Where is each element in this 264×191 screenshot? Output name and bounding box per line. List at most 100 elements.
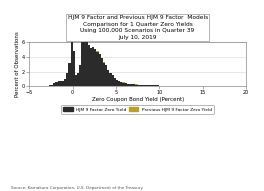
Bar <box>62 81 64 86</box>
Bar <box>92 47 94 86</box>
Bar <box>125 83 127 86</box>
Bar <box>66 73 68 86</box>
Bar <box>138 85 140 86</box>
Bar <box>96 51 99 86</box>
Bar <box>146 85 148 86</box>
Bar <box>148 85 151 86</box>
Bar <box>77 73 79 86</box>
Y-axis label: Percent of Observations: Percent of Observations <box>15 31 20 97</box>
Bar <box>110 73 112 86</box>
Bar <box>155 85 157 86</box>
Bar <box>122 83 125 86</box>
Bar <box>64 79 66 86</box>
Bar <box>116 80 118 86</box>
Bar <box>142 85 144 86</box>
Bar <box>140 85 142 86</box>
Bar <box>135 84 138 86</box>
Bar <box>118 81 120 86</box>
Bar <box>68 63 70 86</box>
Bar <box>118 81 120 86</box>
Bar <box>107 70 110 86</box>
Bar <box>131 84 133 86</box>
Bar <box>114 78 116 86</box>
Bar <box>146 85 148 86</box>
Bar <box>144 85 146 86</box>
Bar <box>55 82 58 86</box>
Bar <box>62 81 64 86</box>
Bar <box>112 76 114 86</box>
Bar <box>105 65 107 86</box>
Bar <box>107 70 110 86</box>
Bar <box>129 84 131 86</box>
Bar <box>99 54 101 86</box>
Bar <box>125 83 127 86</box>
Bar <box>83 37 86 86</box>
Bar <box>131 84 133 86</box>
Bar <box>64 79 66 86</box>
Bar <box>73 51 75 86</box>
Bar <box>90 48 92 86</box>
Bar <box>116 80 118 86</box>
Bar <box>148 85 151 86</box>
Bar <box>68 63 70 86</box>
Bar <box>114 78 116 86</box>
Bar <box>49 85 51 86</box>
Bar <box>153 85 155 86</box>
Bar <box>103 62 105 86</box>
Bar <box>90 48 92 86</box>
Bar <box>88 45 90 86</box>
Bar <box>140 85 142 86</box>
Bar <box>81 38 83 86</box>
Bar <box>75 75 77 86</box>
Bar <box>101 58 103 86</box>
Bar <box>133 84 135 86</box>
Bar <box>81 38 83 86</box>
Bar <box>53 83 55 86</box>
Title: HJM 9 Factor and Previous HJM 9 Factor  Models
Comparison for 1 Quarter Zero Yie: HJM 9 Factor and Previous HJM 9 Factor M… <box>68 15 208 40</box>
Bar <box>153 85 155 86</box>
Bar <box>144 85 146 86</box>
Bar <box>83 38 86 86</box>
Bar <box>122 82 125 86</box>
Bar <box>73 51 75 86</box>
Bar <box>120 82 122 86</box>
Bar <box>151 85 153 86</box>
Bar <box>157 85 159 86</box>
Legend: HJM 9 Factor Zero Yield, Previous HJM 9 Factor Zero Yield: HJM 9 Factor Zero Yield, Previous HJM 9 … <box>61 105 214 114</box>
Bar <box>133 84 135 86</box>
Bar <box>55 83 58 86</box>
Text: Source: Kamakura Corporation, U.S. Department of the Treasury: Source: Kamakura Corporation, U.S. Depar… <box>11 186 143 190</box>
Bar <box>53 83 55 86</box>
Bar <box>79 66 81 86</box>
Bar <box>86 41 88 86</box>
Bar <box>70 38 73 86</box>
Bar <box>127 84 129 86</box>
Bar <box>99 54 101 86</box>
Bar <box>110 73 112 86</box>
Bar <box>75 74 77 86</box>
Bar <box>96 52 99 86</box>
Bar <box>138 85 140 86</box>
Bar <box>135 85 138 86</box>
Bar <box>112 75 114 86</box>
Bar <box>94 49 96 86</box>
Bar <box>86 41 88 86</box>
Bar <box>51 85 53 86</box>
Bar <box>92 47 94 86</box>
Bar <box>103 63 105 86</box>
Bar <box>129 84 131 86</box>
Bar <box>58 81 60 86</box>
Bar <box>58 81 60 86</box>
Bar <box>94 50 96 86</box>
Bar <box>101 58 103 86</box>
Bar <box>60 81 62 86</box>
Bar <box>77 73 79 86</box>
Bar <box>51 85 53 86</box>
Bar <box>120 82 122 86</box>
Bar <box>66 73 68 86</box>
Bar <box>105 66 107 86</box>
Bar <box>155 85 157 86</box>
X-axis label: Zero Coupon Bond Yield (Percent): Zero Coupon Bond Yield (Percent) <box>92 97 184 102</box>
Bar <box>79 65 81 86</box>
Bar <box>60 81 62 86</box>
